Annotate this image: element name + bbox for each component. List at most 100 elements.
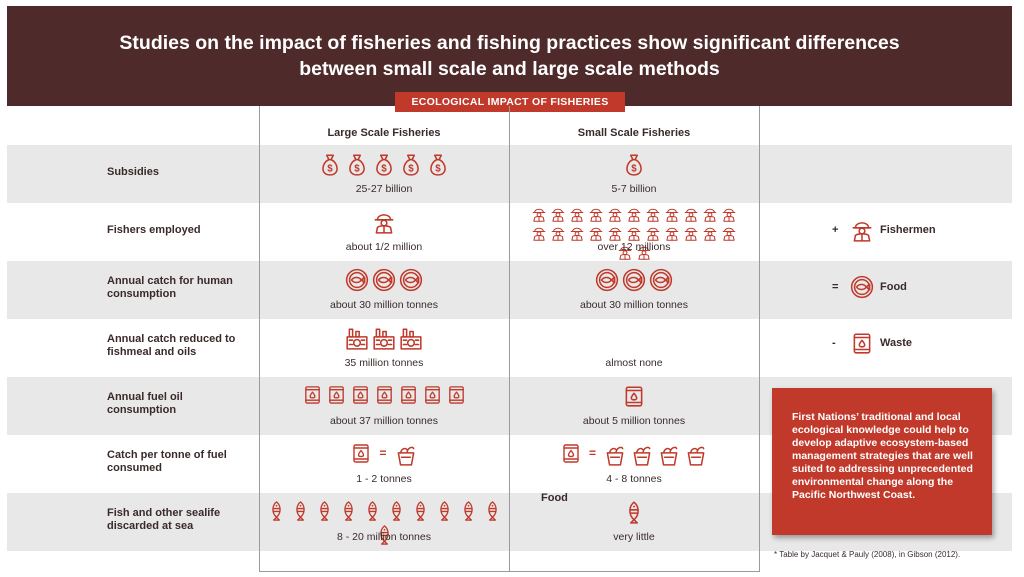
small-value: over 12 millions (597, 241, 671, 253)
small-icon-group (509, 500, 759, 524)
fisherman-icon (551, 208, 565, 222)
money-bag-icon: $ (430, 154, 446, 176)
factory-icon (373, 328, 395, 350)
fish-plate-icon (345, 268, 369, 292)
floating-food-label: Food (541, 492, 568, 504)
fisherman-icon (589, 208, 603, 222)
svg-text:$: $ (631, 164, 637, 175)
fisherman-icon (852, 222, 872, 242)
fish-plate-icon (850, 275, 874, 299)
equals-sign: = (588, 446, 596, 460)
fish-icon (343, 501, 353, 521)
large-icon-group (259, 384, 509, 405)
large-value: 8 - 20 million tonnes (337, 531, 431, 543)
fish-icon (439, 501, 449, 521)
money-bag-icon: $ (626, 154, 642, 176)
oil-barrel-icon (448, 386, 464, 404)
column-header-small: Small Scale Fisheries (577, 127, 691, 139)
oil-barrel-icon (424, 386, 440, 404)
legend-symbol: - (832, 337, 836, 349)
large-value: about 37 million tonnes (330, 415, 438, 427)
row-label-line: discarded at sea (107, 520, 194, 532)
fisherman-icon (627, 227, 641, 241)
svg-text:$: $ (327, 164, 333, 175)
factory-icon (346, 328, 368, 350)
fish-bucket-icon (687, 446, 705, 466)
large-value: 35 million tonnes (344, 357, 424, 369)
oil-barrel-icon (853, 333, 871, 354)
small-icon-group: $ (509, 152, 759, 176)
small-value: 4 - 8 tonnes (606, 473, 662, 485)
fisherman-icon (703, 208, 717, 222)
fisherman-icon (665, 227, 679, 241)
row-label: Fishers employed (107, 224, 257, 237)
oil-barrel-icon (563, 444, 579, 463)
oil-barrel-icon (328, 386, 344, 404)
oil-barrel-icon (625, 386, 643, 407)
page-header: Studies on the impact of fisheries and f… (7, 6, 1012, 106)
equals-sign: = (379, 446, 387, 460)
row-label-line: fishmeal and oils (107, 346, 197, 358)
fisherman-icon (532, 227, 546, 241)
row-label-line: Annual fuel oil (107, 391, 183, 403)
fish-plate-icon (622, 268, 646, 292)
fisherman-icon (608, 227, 622, 241)
money-bag-icon: $ (349, 154, 365, 176)
callout-text: First Nations’ traditional and local eco… (792, 411, 973, 501)
svg-text:$: $ (408, 164, 414, 175)
large-value: 1 - 2 tonnes (356, 473, 412, 485)
fisherman-icon (722, 208, 736, 222)
fish-plate-icon (399, 268, 423, 292)
row-label-line: Fishers employed (107, 223, 201, 236)
fisherman-icon (665, 208, 679, 222)
money-bag-icon: $ (376, 154, 392, 176)
fisherman-icon (637, 246, 650, 260)
legend-symbol: = (832, 281, 839, 293)
legend-symbol: + (832, 224, 839, 236)
large-icon-group (259, 210, 509, 234)
row-label-line: Subsidies (107, 165, 159, 178)
fisherman-icon (570, 227, 584, 241)
oil-barrel-icon (353, 444, 370, 463)
oil-barrel-icon (304, 386, 320, 404)
large-value: about 1/2 million (345, 241, 423, 253)
large-value: 25-27 billion (355, 183, 413, 195)
fish-bucket-icon (397, 446, 414, 466)
small-value: about 5 million tonnes (582, 415, 686, 427)
small-value: almost none (605, 357, 663, 369)
row-label-line: consumed (107, 462, 163, 474)
row-label-line: Catch per tonne of fuel (107, 449, 227, 461)
fish-bucket-icon (606, 446, 624, 466)
row-label-line: Annual catch for human (107, 275, 233, 287)
fish-bucket-icon (633, 446, 651, 466)
factory-icon (400, 328, 422, 350)
fisherman-icon (374, 214, 394, 234)
callout-box: First Nations’ traditional and local eco… (772, 388, 992, 535)
fish-plate-icon (372, 268, 396, 292)
legend-label: Waste (880, 337, 912, 349)
fisherman-icon (618, 246, 631, 260)
fish-icon (379, 525, 389, 545)
fish-icon (367, 501, 377, 521)
fish-plate-icon (649, 268, 673, 292)
large-icon-group (259, 268, 509, 292)
section-banner: ECOLOGICAL IMPACT OF FISHERIES (395, 92, 625, 112)
row-label-line: Fish and other sealife (107, 507, 221, 519)
large-icon-group (259, 326, 509, 350)
small-icon-group: = (509, 442, 759, 466)
row-label: Annual fuel oil consumption (107, 391, 257, 417)
oil-barrel-icon-wrap (560, 442, 582, 466)
fisherman-icon (646, 227, 660, 241)
small-icon-group (509, 384, 759, 408)
large-value: about 30 million tonnes (330, 299, 438, 311)
row-label: Fish and other sealife discarded at sea (107, 507, 257, 533)
legend-item: = Food (832, 275, 907, 299)
small-icon-group (524, 206, 744, 260)
header-line-2: between small scale and large scale meth… (299, 58, 720, 80)
large-icon-group: $ $ $ $ $ (259, 152, 509, 176)
table-divider-middle (509, 106, 510, 572)
table-divider-right (759, 106, 760, 572)
svg-text:$: $ (354, 164, 360, 175)
fish-bucket-icon (660, 446, 678, 466)
oil-barrel-icon (352, 386, 368, 404)
